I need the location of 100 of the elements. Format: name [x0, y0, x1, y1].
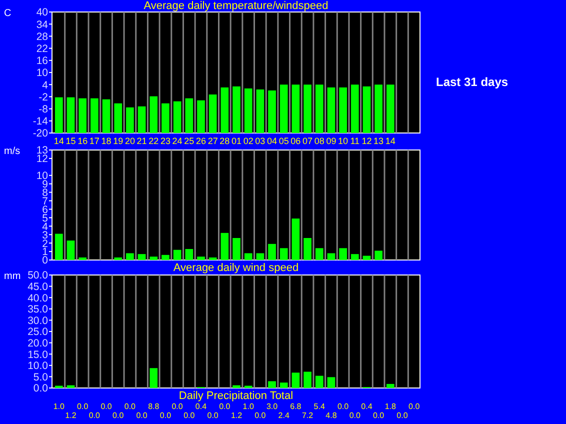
- data-label: 0.0: [136, 411, 148, 420]
- bar: [244, 253, 252, 260]
- bar: [126, 253, 134, 260]
- bar: [102, 99, 110, 133]
- x-tick-label: 06: [290, 136, 301, 146]
- bar: [362, 256, 371, 260]
- x-tick-label: 16: [78, 136, 88, 146]
- data-label: 0.0: [396, 411, 408, 420]
- bar: [55, 234, 63, 260]
- bar: [138, 254, 146, 260]
- y-tick-label: 15.0: [28, 348, 48, 361]
- x-tick-label: 13: [374, 136, 384, 146]
- data-label: 6.8: [290, 402, 302, 411]
- data-label: 0.4: [195, 402, 208, 411]
- bar: [66, 240, 75, 260]
- bar: [150, 256, 158, 260]
- x-tick-label: 26: [196, 136, 206, 146]
- y-tick-label: 10.0: [28, 360, 48, 372]
- bar: [292, 84, 300, 133]
- bar: [268, 90, 276, 133]
- bar: [55, 97, 63, 133]
- y-tick-label: 34: [36, 18, 48, 31]
- x-tick-label: 22: [148, 136, 159, 146]
- bar: [280, 248, 288, 260]
- data-label: 0.0: [160, 411, 172, 420]
- bar: [374, 84, 382, 133]
- y-tick-label: 20.0: [28, 337, 48, 350]
- bar: [256, 89, 264, 133]
- bar: [327, 253, 336, 260]
- bar: [197, 256, 205, 260]
- data-label: 0.0: [172, 402, 184, 411]
- bar: [232, 238, 240, 260]
- y-tick-label: 0.0: [33, 382, 48, 395]
- y-tick-label: 22: [36, 42, 48, 55]
- y-axis-title: m/s: [4, 146, 20, 157]
- y-tick-label: -14: [32, 116, 48, 128]
- y-tick-label: 35.0: [28, 304, 48, 316]
- x-tick-label: 04: [267, 136, 278, 146]
- data-label: 0.0: [408, 402, 420, 411]
- data-label: 1.2: [230, 411, 243, 420]
- x-tick-label: 10: [338, 136, 348, 146]
- bar: [315, 376, 324, 388]
- data-label: 0.0: [337, 402, 350, 411]
- bar: [244, 88, 252, 133]
- y-tick-label: 25.0: [28, 326, 48, 338]
- bar: [256, 253, 264, 260]
- x-tick-label: 18: [101, 136, 112, 146]
- y-tick-label: 45.0: [28, 280, 48, 293]
- bar: [327, 377, 336, 388]
- text: Last 31 days: [436, 75, 508, 89]
- y-tick-label: 40: [36, 6, 48, 19]
- data-label: 0.0: [77, 402, 89, 411]
- data-label: 0.0: [184, 411, 196, 420]
- y-tick-label: 28: [36, 30, 48, 43]
- bar: [374, 250, 382, 260]
- bar: [292, 218, 300, 260]
- data-label: 1.0: [53, 402, 66, 411]
- y-tick-label: 30.0: [28, 314, 48, 327]
- y-tick-label: 10: [36, 67, 48, 80]
- bar: [78, 257, 87, 260]
- bar: [327, 87, 336, 133]
- data-label: 8.8: [148, 402, 160, 411]
- bar: [138, 106, 146, 133]
- x-tick-label: 11: [350, 136, 360, 146]
- bar: [386, 384, 394, 388]
- bar: [220, 87, 229, 133]
- x-tick-label: 21: [136, 136, 147, 146]
- bar: [350, 84, 359, 133]
- bar: [232, 86, 240, 133]
- x-tick-label: 25: [184, 136, 194, 146]
- bar: [126, 107, 134, 133]
- y-axis-title: C: [4, 8, 12, 19]
- data-label: 5.4: [314, 402, 326, 411]
- bar: [173, 101, 182, 133]
- data-label: 7.2: [302, 411, 314, 420]
- bar: [304, 372, 312, 388]
- data-label: 1.0: [242, 402, 254, 411]
- data-label: 0.0: [219, 402, 231, 411]
- x-tick-label: 12: [362, 136, 372, 146]
- bar: [339, 87, 347, 133]
- bar: [268, 244, 276, 260]
- x-tick-label: 19: [113, 136, 124, 146]
- bar: [232, 385, 240, 388]
- x-tick-label: 24: [172, 136, 182, 146]
- bar: [304, 238, 312, 260]
- bar: [185, 98, 194, 133]
- bar: [292, 372, 300, 388]
- x-tick-label: 05: [278, 136, 289, 146]
- bar: [304, 84, 312, 133]
- x-tick-label: 28: [220, 136, 230, 146]
- bar: [90, 98, 98, 133]
- y-tick-label: 50.0: [28, 270, 48, 282]
- bar: [280, 84, 288, 133]
- chart-title: Average daily temperature/windspeed: [144, 0, 328, 12]
- x-tick-label: 03: [255, 136, 266, 146]
- data-label: 0.0: [349, 411, 361, 420]
- data-label: 0.0: [100, 402, 112, 411]
- y-tick-label: 16: [36, 55, 48, 68]
- data-label: 1.8: [384, 402, 397, 411]
- x-axis-title: Daily Precipitation Total: [178, 390, 294, 402]
